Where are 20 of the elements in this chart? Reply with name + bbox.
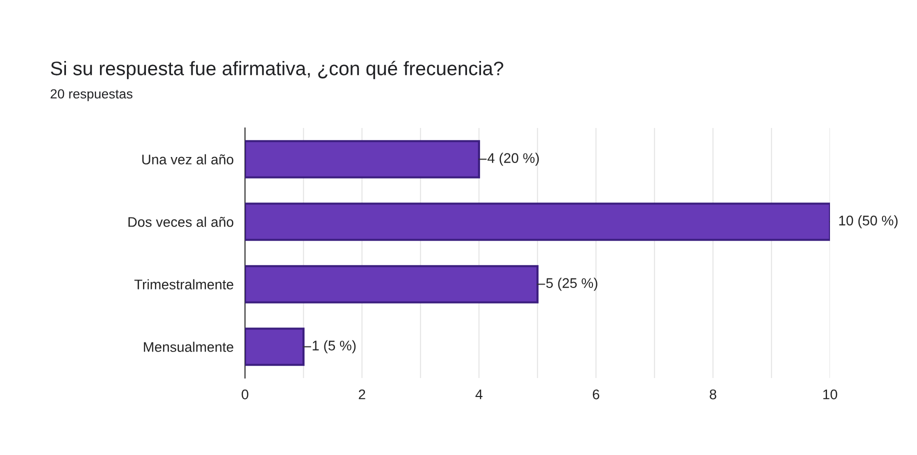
chart-title: Si su respuesta fue afirmativa, ¿con qué frecuencia? bbox=[50, 60, 504, 80]
y-tick-label: Una vez al año bbox=[142, 154, 234, 164]
bar bbox=[245, 265, 539, 304]
bar bbox=[245, 140, 480, 178]
x-tick-label: 4 bbox=[475, 390, 482, 400]
y-tick-label: Dos veces al año bbox=[128, 216, 234, 227]
x-tick-label: 6 bbox=[592, 389, 600, 400]
x-tick-label: 8 bbox=[710, 389, 716, 400]
data-label: 5 (25 %) bbox=[546, 278, 598, 291]
y-tick-label: Mensualmente bbox=[144, 342, 234, 352]
data-label: 4 (20 %) bbox=[488, 152, 539, 166]
data-label: 1 (5 %) bbox=[312, 340, 356, 354]
bar bbox=[245, 328, 305, 366]
x-tick-label: 10 bbox=[823, 389, 838, 400]
bar bbox=[245, 202, 830, 241]
x-tick-label: 0 bbox=[242, 389, 248, 400]
text: 20 respuestas bbox=[50, 89, 132, 102]
data-label: 10 (50 %) bbox=[839, 215, 898, 228]
y-tick-label: Trimestralmente bbox=[134, 279, 234, 290]
x-tick-label: 2 bbox=[358, 389, 366, 400]
